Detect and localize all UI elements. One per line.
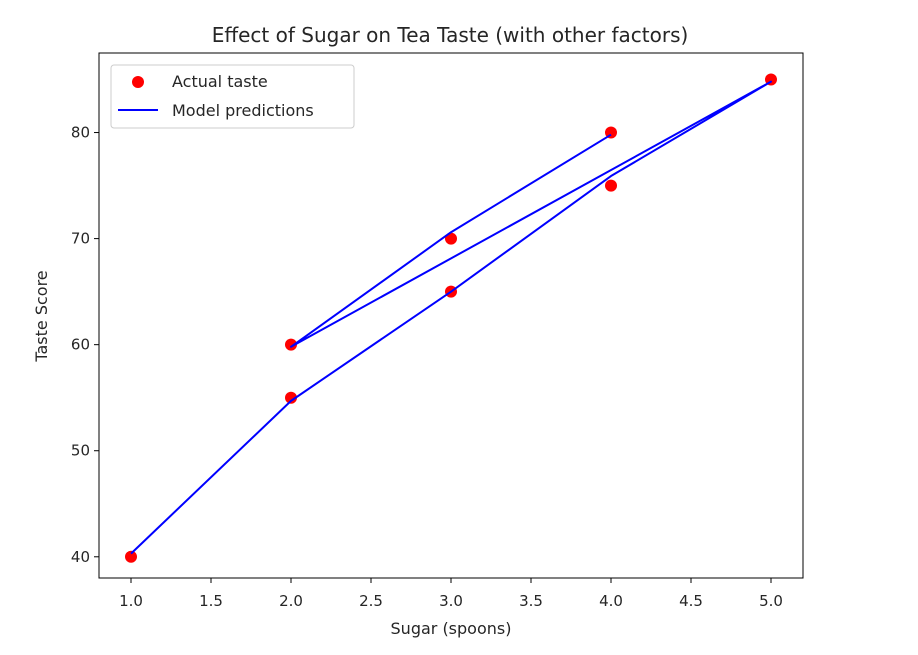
y-tick-label: 40	[71, 548, 90, 566]
x-tick-label: 1.0	[119, 592, 143, 610]
actual-taste-point	[125, 550, 137, 563]
x-tick-label: 3.0	[439, 592, 463, 610]
actual-taste-point	[605, 179, 617, 192]
y-tick-label: 50	[71, 442, 90, 460]
legend-marker-actual-taste	[132, 76, 144, 88]
x-axis: 1.0 1.5 2.0 2.5 3.0 3.5 4.0 4.5 5.0	[119, 578, 783, 610]
y-axis: 40 50 60 70 80	[71, 124, 99, 566]
y-tick-label: 60	[71, 336, 90, 354]
legend-label-model-predictions: Model predictions	[172, 101, 314, 120]
actual-taste-point	[285, 338, 297, 351]
chart-title: Effect of Sugar on Tea Taste (with other…	[212, 23, 689, 47]
plot-area	[125, 73, 777, 563]
y-tick-label: 80	[71, 124, 90, 142]
legend-box	[110, 64, 355, 129]
actual-taste-point	[285, 391, 297, 404]
x-tick-label: 2.5	[359, 592, 383, 610]
x-tick-label: 3.5	[519, 592, 543, 610]
x-tick-label: 1.5	[199, 592, 223, 610]
x-tick-label: 4.5	[679, 592, 703, 610]
model-predictions-line	[130, 80, 772, 555]
x-axis-label: Sugar (spoons)	[391, 619, 512, 638]
y-tick-label: 70	[71, 230, 90, 248]
x-tick-label: 2.0	[279, 592, 303, 610]
legend-label-actual-taste: Actual taste	[172, 72, 268, 91]
x-tick-label: 5.0	[759, 592, 783, 610]
x-tick-label: 4.0	[599, 592, 623, 610]
y-axis-label: Taste Score	[32, 270, 51, 362]
legend: Actual taste Model predictions	[110, 64, 355, 129]
